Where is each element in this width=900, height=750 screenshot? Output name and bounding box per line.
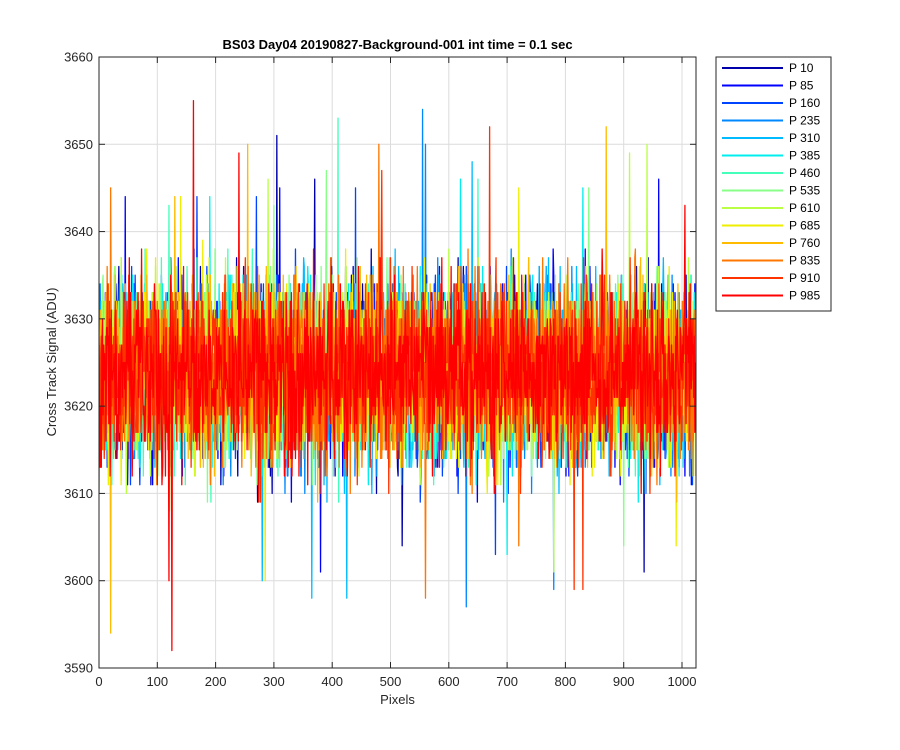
x-tick-label: 400 bbox=[321, 674, 343, 689]
y-tick-label: 3610 bbox=[64, 486, 93, 501]
y-tick-label: 3600 bbox=[64, 573, 93, 588]
y-tick-label: 3620 bbox=[64, 399, 93, 414]
chart-title: BS03 Day04 20190827-Background-001 int t… bbox=[222, 37, 572, 52]
x-tick-label: 100 bbox=[146, 674, 168, 689]
axes-box bbox=[98, 56, 697, 669]
legend-label: P 535 bbox=[789, 184, 820, 198]
legend-label: P 160 bbox=[789, 96, 820, 110]
legend-label: P 235 bbox=[789, 114, 820, 128]
x-tick-label: 0 bbox=[95, 674, 102, 689]
y-tick-label: 3650 bbox=[64, 137, 93, 152]
x-axis-label: Pixels bbox=[380, 692, 415, 707]
legend-label: P 985 bbox=[789, 289, 820, 303]
legend: P 10 P 85 P 160 P 235 P 310 P 385 P 460 P 535 P … bbox=[715, 56, 832, 312]
x-tick-label: 800 bbox=[555, 674, 577, 689]
series-layer bbox=[99, 99, 696, 652]
ticks: 0 100 200 300 400 500 600 700 800 900 1000 3590 3600… bbox=[64, 50, 696, 690]
legend-label: P 460 bbox=[789, 166, 820, 180]
legend-label: P 10 bbox=[789, 61, 814, 75]
y-tick-label: 3630 bbox=[64, 311, 93, 326]
series-line-p985 bbox=[99, 99, 696, 652]
y-tick-label: 3660 bbox=[64, 50, 93, 65]
y-tick-label: 3640 bbox=[64, 224, 93, 239]
plot-area: 0 100 200 300 400 500 600 700 800 900 1000 3590 3600… bbox=[64, 50, 697, 690]
x-tick-label: 900 bbox=[613, 674, 635, 689]
legend-label: P 910 bbox=[789, 271, 820, 285]
legend-items: P 10 P 85 P 160 P 235 P 310 P 385 P 460 P 535 P … bbox=[722, 61, 820, 303]
x-tick-label: 1000 bbox=[668, 674, 697, 689]
x-tick-label: 500 bbox=[380, 674, 402, 689]
legend-label: P 85 bbox=[789, 79, 814, 93]
legend-label: P 310 bbox=[789, 131, 820, 145]
y-axis-label: Cross Track Signal (ADU) bbox=[44, 288, 59, 437]
legend-label: P 685 bbox=[789, 219, 820, 233]
x-tick-label: 200 bbox=[205, 674, 227, 689]
legend-label: P 610 bbox=[789, 201, 820, 215]
x-tick-label: 600 bbox=[438, 674, 460, 689]
legend-box bbox=[715, 56, 832, 312]
legend-label: P 835 bbox=[789, 254, 820, 268]
legend-label: P 385 bbox=[789, 149, 820, 163]
y-tick-label: 3590 bbox=[64, 661, 93, 676]
x-tick-label: 300 bbox=[263, 674, 285, 689]
legend-label: P 760 bbox=[789, 236, 820, 250]
x-tick-label: 700 bbox=[496, 674, 518, 689]
